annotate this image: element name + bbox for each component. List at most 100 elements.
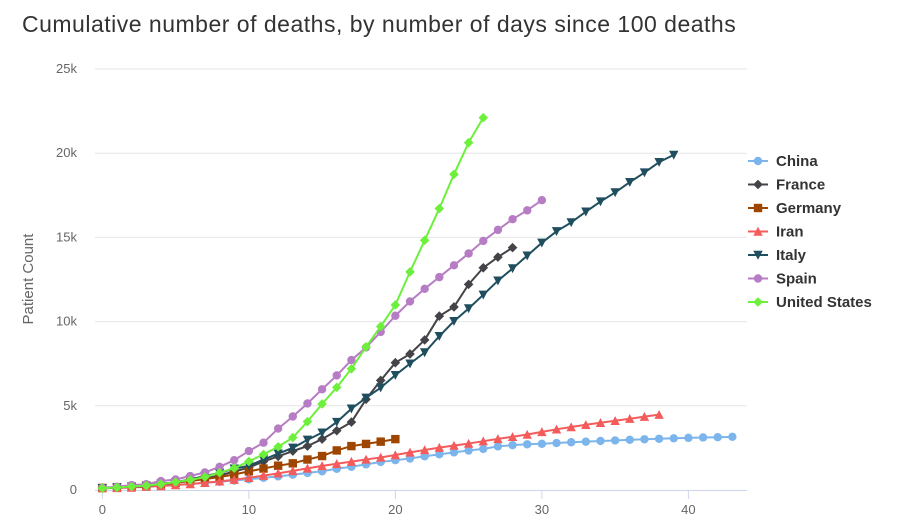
data-point-spain (215, 462, 224, 472)
data-point-iran (434, 442, 445, 452)
data-point-china (479, 444, 488, 454)
data-point-italy (639, 168, 650, 178)
data-point-france (346, 417, 357, 427)
data-point-spain (508, 214, 517, 224)
data-point-italy (258, 455, 269, 465)
data-point-spain (537, 196, 547, 205)
data-point-united-states (156, 479, 166, 489)
x-tick-label: 30 (535, 502, 549, 517)
data-point-italy (332, 417, 342, 427)
data-point-china (625, 435, 634, 444)
legend-item-italy[interactable]: Italy (748, 247, 807, 264)
data-point-spain (332, 371, 341, 380)
legend-marker-iran (753, 226, 763, 236)
data-point-united-states (141, 480, 152, 491)
data-point-germany (332, 446, 341, 455)
data-point-france (507, 242, 518, 253)
data-point-china (669, 434, 678, 443)
data-point-spain (405, 297, 415, 306)
data-point-germany (391, 434, 400, 444)
data-point-united-states (185, 475, 196, 485)
data-point-spain (449, 261, 459, 270)
data-point-united-states (244, 456, 254, 467)
y-tick-label: 20k (56, 145, 77, 160)
data-point-italy (507, 264, 518, 274)
data-point-germany (376, 437, 385, 446)
x-tick-label: 10 (242, 502, 256, 517)
data-point-italy (669, 150, 679, 160)
legend-label-germany: Germany (776, 200, 842, 217)
data-point-iran (273, 468, 283, 478)
data-point-spain (523, 206, 532, 215)
data-point-china (581, 437, 591, 446)
data-point-france (331, 425, 342, 436)
data-point-germany (303, 455, 312, 464)
data-point-united-states (97, 483, 108, 493)
data-point-united-states (126, 481, 137, 492)
data-point-china (435, 450, 444, 459)
data-point-united-states (317, 399, 327, 409)
grid-lines (95, 68, 747, 407)
y-axis-label: Patient Count (20, 233, 37, 325)
legend-item-united-states[interactable]: United States (748, 294, 872, 311)
data-point-iran (595, 418, 606, 427)
legend-item-china[interactable]: China (748, 153, 818, 170)
legend-item-iran[interactable]: Iran (748, 224, 804, 241)
data-point-italy (654, 157, 664, 167)
data-point-italy (581, 207, 591, 217)
data-point-spain (317, 385, 327, 394)
data-point-iran (419, 445, 430, 455)
data-point-iran (200, 478, 210, 487)
data-point-china (566, 438, 576, 447)
data-point-italy (317, 428, 327, 438)
data-point-iran (361, 454, 371, 464)
data-point-iran (229, 475, 239, 484)
legend-item-france[interactable]: France (748, 177, 825, 194)
data-point-china (684, 433, 693, 443)
data-point-spain (259, 438, 268, 447)
data-point-iran (390, 450, 401, 460)
data-point-china (654, 434, 664, 443)
data-point-iran (522, 429, 532, 439)
legend-marker-spain (753, 274, 763, 283)
data-point-spain (420, 284, 429, 294)
data-point-france (478, 262, 489, 273)
y-axis-ticks: 0 5k 10k 15k 20k 25k (56, 61, 77, 497)
data-point-iran (551, 424, 562, 434)
data-point-united-states (390, 300, 401, 310)
chart-title: Cumulative number of deaths, by number o… (22, 11, 736, 37)
data-point-italy (390, 370, 401, 380)
data-point-china (610, 436, 620, 445)
data-point-iran (346, 456, 357, 466)
data-point-france (302, 441, 313, 451)
data-point-italy (361, 393, 371, 403)
data-point-iran (639, 411, 650, 421)
data-point-iran (376, 452, 386, 462)
data-point-iran (463, 438, 474, 448)
data-point-germany (317, 451, 327, 461)
data-point-germany (347, 441, 356, 451)
data-point-germany (273, 461, 283, 470)
data-point-united-states (258, 449, 269, 460)
data-point-spain (347, 355, 356, 365)
data-point-spain (464, 249, 473, 258)
series-spain (98, 196, 547, 492)
data-point-italy (288, 443, 298, 453)
y-tick-label: 15k (56, 229, 77, 244)
data-point-china (713, 432, 722, 442)
data-point-united-states (346, 364, 357, 374)
data-point-united-states (200, 472, 210, 482)
data-point-germany (259, 464, 268, 473)
series-united-states (97, 112, 489, 493)
data-point-france (493, 252, 503, 262)
data-point-italy (346, 404, 357, 414)
data-point-united-states (273, 441, 283, 452)
data-point-italy (478, 290, 488, 300)
data-point-france (375, 375, 386, 386)
data-point-germany (361, 439, 371, 449)
data-point-united-states (331, 382, 342, 393)
data-point-italy (537, 238, 547, 248)
legend-item-germany[interactable]: Germany (748, 200, 842, 217)
data-point-united-states (405, 267, 415, 277)
legend-item-spain[interactable]: Spain (748, 271, 817, 288)
